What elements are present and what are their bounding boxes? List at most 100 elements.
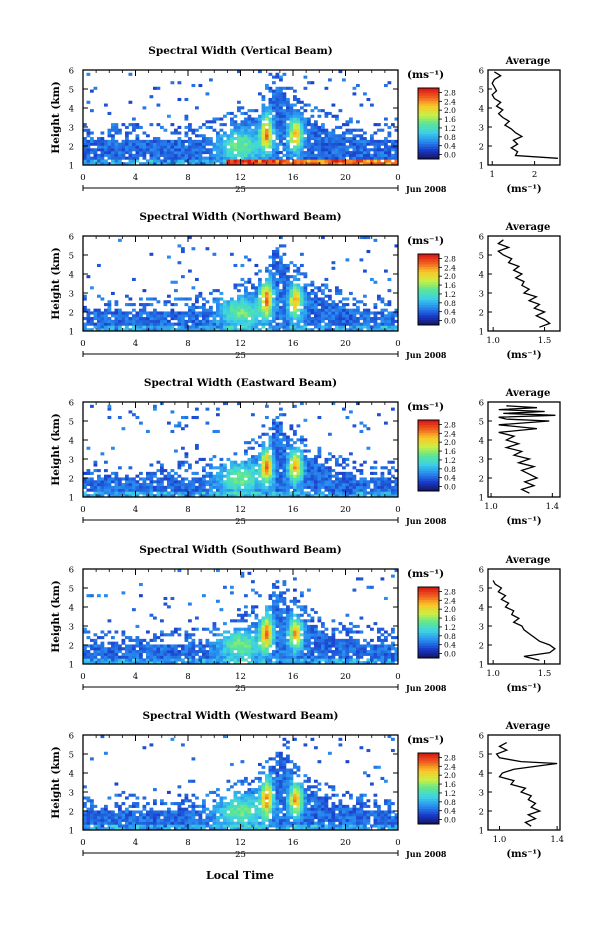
heatmap-cell [321,650,325,654]
heatmap-cell [226,491,231,495]
heatmap-cell [373,622,378,626]
heatmap-cell [268,283,273,287]
heatmap-cell [209,156,213,160]
heatmap-cell [289,438,294,442]
heatmap-cell [275,97,280,102]
heatmap-cell [394,153,399,157]
heatmap-cell [230,658,234,662]
profile-y-tick-label: 3 [479,290,484,300]
heatmap-cell [335,117,339,121]
heatmap-cell [275,72,280,76]
heatmap-cell [387,644,392,648]
heatmap-cell [174,650,178,654]
heatmap-cell [310,148,315,152]
heatmap-cell [181,156,185,160]
heatmap-cell [233,452,238,456]
heatmap-cell [128,655,133,659]
heatmap-cell [254,638,259,642]
heatmap-cell [275,261,280,265]
heatmap-cell [296,641,301,645]
heatmap-cell [275,644,280,648]
heatmap-cell [149,156,154,160]
heatmap-cell [244,471,248,475]
colorbar-cell [418,478,439,482]
heatmap-cell [209,630,213,634]
heatmap-cell [282,322,287,326]
heatmap-cell [324,494,329,498]
heatmap-cell [125,655,129,659]
date-day-label: 25 [235,185,246,195]
x-tick-label: 16 [288,505,299,515]
heatmap-cell [247,308,252,312]
heatmap-cell [254,477,259,481]
heatmap-cell [251,483,255,487]
heatmap-cell [286,131,290,135]
heatmap-cell [275,477,280,481]
heatmap-cell [272,610,276,614]
heatmap-cell [230,466,234,470]
heatmap-cell [275,469,280,473]
heatmap-cell [83,148,87,152]
heatmap-cell [296,294,301,298]
heatmap-cell [328,162,332,166]
heatmap-cell [377,485,381,489]
colorbar-cell [418,254,439,257]
heatmap-cell [135,494,140,498]
heatmap-cell [300,156,304,160]
heatmap-cell [289,474,294,478]
heatmap-cell [174,289,178,293]
heatmap-cell [303,608,308,612]
heatmap-cell [345,328,350,332]
heatmap-cell [132,125,136,129]
heatmap-cell [153,317,157,321]
heatmap-cell [342,145,346,149]
heatmap-cell [338,305,343,309]
heatmap-cell [296,616,301,620]
heatmap-cell [272,477,276,481]
heatmap-cell [90,317,94,321]
heatmap-cell [394,469,399,473]
heatmap-cell [268,455,273,459]
heatmap-cell [293,300,297,304]
heatmap-cell [111,328,115,332]
heatmap-cell [195,616,199,620]
heatmap-cell [384,325,388,329]
heatmap-cell [202,474,206,478]
heatmap-cell [90,151,94,155]
heatmap-cell [303,638,308,642]
heatmap-cell [275,114,280,118]
heatmap-cell [286,480,290,484]
heatmap-cell [265,491,269,495]
heatmap-cell [345,258,350,262]
heatmap-cell [303,477,308,481]
heatmap-cell [296,449,301,453]
heatmap-cell [275,474,280,478]
heatmap-cell [244,483,248,487]
heatmap-cell [142,644,147,648]
heatmap-cell [275,128,280,132]
heatmap-cell [268,123,273,127]
heatmap-cell [335,328,339,332]
heatmap-cell [191,633,196,637]
heatmap-cell [209,159,213,163]
heatmap-cell [167,605,171,609]
heatmap-cell [139,297,143,301]
heatmap-cell [128,123,133,127]
heatmap-cell [391,156,395,160]
heatmap-cell [146,134,150,138]
heatmap-cell [83,297,87,301]
heatmap-cell [219,305,224,309]
heatmap-cell [146,485,150,489]
heatmap-cell [181,650,185,654]
heatmap-cell [258,619,262,623]
y-axis-label: Height (km) [50,247,62,319]
heatmap-cell [331,655,336,659]
heatmap-cell [307,494,311,498]
heatmap-cell [258,277,262,281]
heatmap-cell [275,624,280,628]
heatmap-cell [121,153,126,157]
heatmap-cell [90,319,94,323]
heatmap-cell [331,641,336,645]
heatmap-cell [121,311,126,315]
heatmap-cell [258,151,262,155]
